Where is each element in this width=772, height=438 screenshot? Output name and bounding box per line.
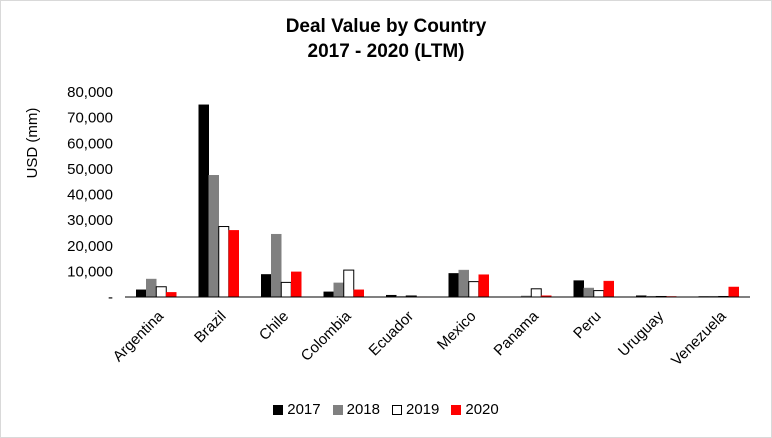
y-tick-label: 50,000 xyxy=(67,161,113,178)
legend-swatch xyxy=(332,404,343,415)
legend-swatch xyxy=(392,404,402,415)
y-tick-label: 70,000 xyxy=(67,110,113,127)
bar-brazil-2019 xyxy=(218,226,230,298)
bar-colombia-2020 xyxy=(353,289,364,298)
bar-peru-2020 xyxy=(603,280,614,298)
legend-item-2019: 2019 xyxy=(392,401,439,418)
x-tick-label: Mexico xyxy=(434,308,480,354)
bar-peru-2017 xyxy=(573,280,584,298)
bar-mexico-2017 xyxy=(448,273,459,298)
bar-chile-2020 xyxy=(291,271,302,298)
bar-chile-2017 xyxy=(261,274,272,298)
x-tick-label: Brazil xyxy=(191,308,230,347)
bar-mexico-2018 xyxy=(458,269,469,298)
bar-argentina-2020 xyxy=(166,292,177,298)
legend-item-2017: 2017 xyxy=(273,401,321,418)
y-tick-label: 20,000 xyxy=(67,238,113,255)
bar-argentina-2017 xyxy=(136,289,147,298)
bar-mexico-2019 xyxy=(468,281,480,298)
y-axis-label: USD (mm) xyxy=(24,108,41,179)
bar-chile-2018 xyxy=(271,233,282,298)
bar-brazil-2020 xyxy=(228,230,239,298)
x-tick-label: Colombia xyxy=(298,307,355,364)
y-tick-label: 10,000 xyxy=(67,263,113,280)
legend: 2017 2018 2019 2020 xyxy=(0,401,772,418)
bar-brazil-2017 xyxy=(198,104,209,298)
bar-colombia-2017 xyxy=(323,291,334,298)
x-tick-label: Venezuela xyxy=(668,307,730,369)
legend-swatch xyxy=(273,404,284,415)
legend-swatch xyxy=(451,404,462,415)
legend-label: 2019 xyxy=(406,401,440,418)
bar-colombia-2018 xyxy=(333,282,344,298)
bar-colombia-2019 xyxy=(343,269,355,298)
legend-item-2018: 2018 xyxy=(332,401,380,418)
y-tick-label: 40,000 xyxy=(67,187,113,204)
legend-label: 2017 xyxy=(287,401,321,418)
x-tick-label: Ecuador xyxy=(366,308,418,360)
bar-chile-2019 xyxy=(280,281,292,298)
x-tick-label: Uruguay xyxy=(615,307,667,359)
y-tick-label: - xyxy=(108,289,113,306)
y-tick-label: 60,000 xyxy=(67,135,113,152)
y-tick-label: 80,000 xyxy=(67,84,113,101)
legend-label: 2018 xyxy=(346,401,380,418)
bar-peru-2019 xyxy=(593,290,605,298)
bar-brazil-2018 xyxy=(208,175,219,298)
bar-argentina-2018 xyxy=(146,278,157,298)
chart-subtitle: 2017 - 2020 (LTM) xyxy=(307,41,465,62)
x-tick-label: Peru xyxy=(570,308,604,342)
bar-venezuela-2020 xyxy=(728,286,739,298)
legend-label: 2020 xyxy=(465,401,499,418)
chart-title: Deal Value by Country xyxy=(285,16,487,37)
legend-item-2020: 2020 xyxy=(451,401,499,418)
y-tick-label: 30,000 xyxy=(67,212,113,229)
bar-peru-2018 xyxy=(583,287,594,298)
bar-mexico-2020 xyxy=(478,274,489,298)
x-tick-label: Panama xyxy=(491,307,543,359)
x-tick-label: Chile xyxy=(256,308,292,344)
bar-argentina-2019 xyxy=(155,286,167,298)
bar-panama-2019 xyxy=(530,288,542,298)
x-tick-label: Argentina xyxy=(110,307,168,365)
